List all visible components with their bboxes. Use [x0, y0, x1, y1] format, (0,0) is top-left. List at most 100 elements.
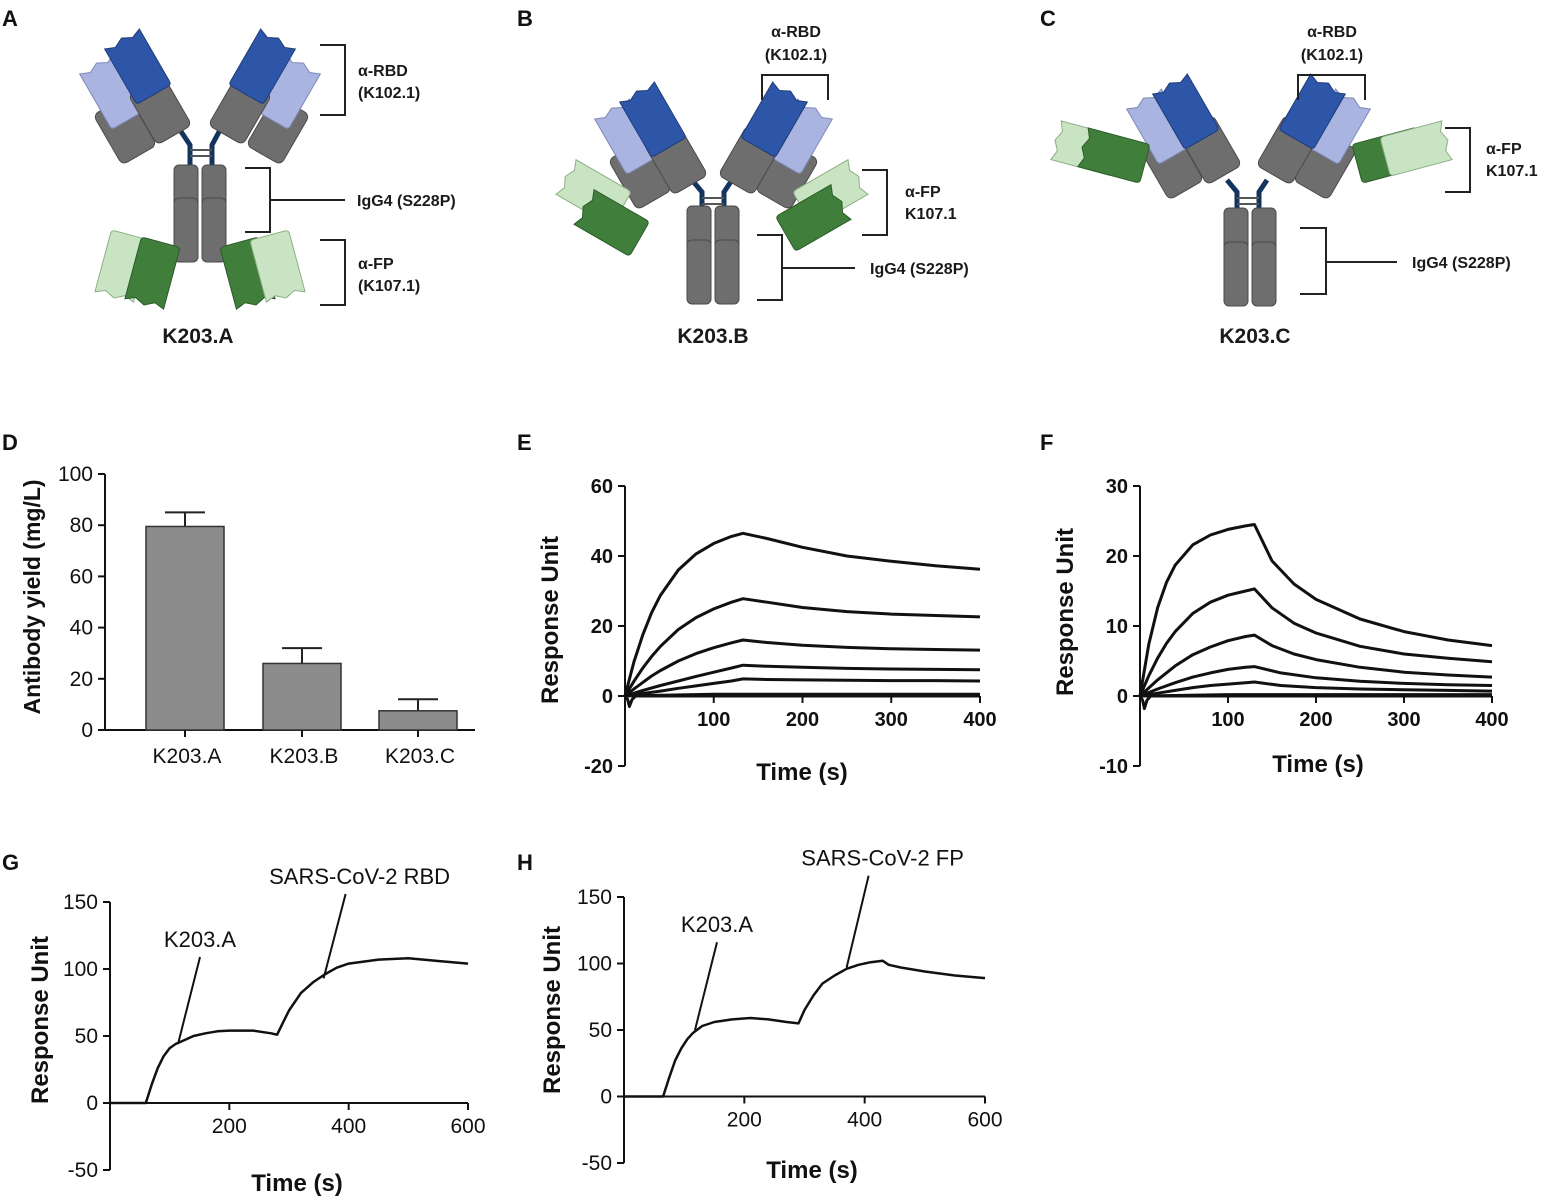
bracket [761, 74, 829, 100]
annotation-pointer [694, 941, 718, 1031]
x-axis-label: Time (s) [766, 1157, 858, 1184]
label-fp-clone: K107.1 [1486, 163, 1538, 180]
hinge [177, 128, 223, 172]
y-tick-label: 0 [1117, 686, 1128, 708]
x-tick-label: 600 [450, 1115, 485, 1138]
y-tick-label: 20 [1106, 546, 1128, 568]
y-tick-label: 60 [591, 476, 613, 498]
bracket [862, 169, 888, 236]
label-fc: IgG4 (S228P) [1412, 255, 1511, 272]
chart-h-sequential-binding-fp: -50 0 50 100 150 200 400 600 Response Unit Time (… [539, 846, 1003, 1184]
panel-letter: A [2, 6, 18, 31]
series-line [1139, 680, 1493, 698]
bracket [245, 167, 345, 233]
x-tick-label: K203.B [270, 745, 339, 768]
series-line [110, 957, 469, 1105]
y-tick-label: 50 [75, 1025, 98, 1048]
annotation-label: K203.A [164, 927, 236, 952]
y-tick-label: 40 [591, 546, 613, 568]
antibody-diagram [78, 27, 322, 311]
x-tick-label: K203.A [153, 745, 222, 768]
x-axis-label: Time (s) [1272, 751, 1364, 778]
y-tick-label: 0 [86, 1092, 98, 1115]
y-tick-label: 50 [589, 1019, 612, 1042]
series-line [1138, 523, 1493, 697]
label-fp: α-FP [905, 184, 941, 201]
label-rbd: α-RBD [358, 63, 408, 80]
panel-letter: E [517, 430, 532, 455]
y-tick-label: 40 [70, 617, 93, 640]
bracket [757, 234, 855, 301]
x-tick-label: 300 [1387, 709, 1420, 731]
label-fc: IgG4 (S228P) [357, 193, 456, 210]
annotation-pointer [177, 956, 201, 1045]
annotation-label: K203.A [681, 912, 753, 937]
chart-d-antibody-yield: 0 20 40 60 80 100 Antibody yield (mg/L) K203.A K… [19, 463, 475, 768]
label-fp-clone: (K107.1) [358, 278, 420, 295]
y-tick-label: 30 [1106, 476, 1128, 498]
series-line [623, 531, 981, 697]
y-tick-label: 100 [577, 953, 612, 976]
x-tick-label: K203.C [385, 745, 455, 768]
antibody-name: K203.A [162, 325, 233, 348]
x-tick-label: 100 [1211, 709, 1244, 731]
bar [262, 662, 342, 731]
annotation-label: SARS-CoV-2 FP [801, 846, 964, 871]
annotation-pointer [845, 875, 870, 968]
label-fp: α-FP [1486, 141, 1522, 158]
chart-f-binding-kinetics: -10 0 10 20 30 100 200 300 400 Response Unit Time … [1052, 476, 1509, 778]
bar [145, 525, 225, 731]
x-tick-label: 400 [1475, 709, 1508, 731]
series-line [624, 638, 981, 698]
x-axis-label: Time (s) [756, 759, 848, 786]
series-line [1138, 633, 1493, 698]
x-axis-label: Time (s) [251, 1170, 343, 1197]
y-tick-label: 0 [600, 1086, 612, 1109]
series-line [624, 677, 981, 698]
y-tick-label: 100 [58, 463, 93, 486]
series-line [623, 694, 980, 708]
label-rbd: α-RBD [771, 24, 821, 41]
y-tick-label: 0 [81, 719, 93, 742]
x-tick-label: 400 [331, 1115, 366, 1138]
label-rbd-clone: (K102.1) [1301, 47, 1363, 64]
label-rbd-clone: (K102.1) [358, 85, 420, 102]
bracket [320, 44, 346, 116]
y-axis-label: Response Unit [27, 936, 54, 1104]
series-line [1138, 694, 1492, 711]
bracket [1300, 227, 1397, 295]
bracket [1297, 74, 1366, 100]
annotation-label: SARS-CoV-2 RBD [269, 864, 450, 889]
y-tick-label: 20 [591, 616, 613, 638]
y-axis-label: Response Unit [537, 536, 564, 704]
panel-b: B α-RBD (K102.1) α-FP K107.1 IgG4 (S [517, 6, 969, 348]
label-fc: IgG4 (S228P) [870, 261, 969, 278]
y-tick-label: -50 [582, 1152, 612, 1175]
series-line [624, 663, 981, 698]
y-tick-label: 150 [577, 886, 612, 909]
y-axis-label: Response Unit [1052, 528, 1079, 696]
y-axis-label: Antibody yield (mg/L) [19, 479, 45, 714]
chart-e-binding-kinetics: -20 0 20 40 60 100 200 300 400 Response Unit Time … [537, 476, 997, 786]
y-tick-label: 100 [63, 958, 98, 981]
x-tick-label: 600 [967, 1109, 1002, 1132]
antibody-name: K203.B [677, 325, 748, 348]
panel-letter: D [2, 430, 18, 455]
panel-a: A α-RBD (K102.1) IgG4 (S228P) [2, 6, 456, 348]
y-axis-label: Response Unit [539, 926, 566, 1094]
series-line [1138, 587, 1493, 697]
y-tick-label: 60 [70, 565, 93, 588]
y-tick-label: 0 [602, 686, 613, 708]
x-tick-label: 200 [727, 1109, 762, 1132]
series-line [623, 597, 981, 697]
x-tick-label: 200 [1299, 709, 1332, 731]
panel-c: C α-RBD (K102.1) α-FP K107.1 IgG4 (S [1040, 6, 1538, 348]
panel-letter: F [1040, 430, 1053, 455]
x-tick-label: 300 [875, 709, 908, 731]
y-tick-label: -20 [584, 756, 613, 778]
panel-letter: H [517, 850, 533, 875]
bracket [1445, 127, 1471, 193]
y-tick-label: 150 [63, 891, 98, 914]
panel-letter: B [517, 6, 533, 31]
